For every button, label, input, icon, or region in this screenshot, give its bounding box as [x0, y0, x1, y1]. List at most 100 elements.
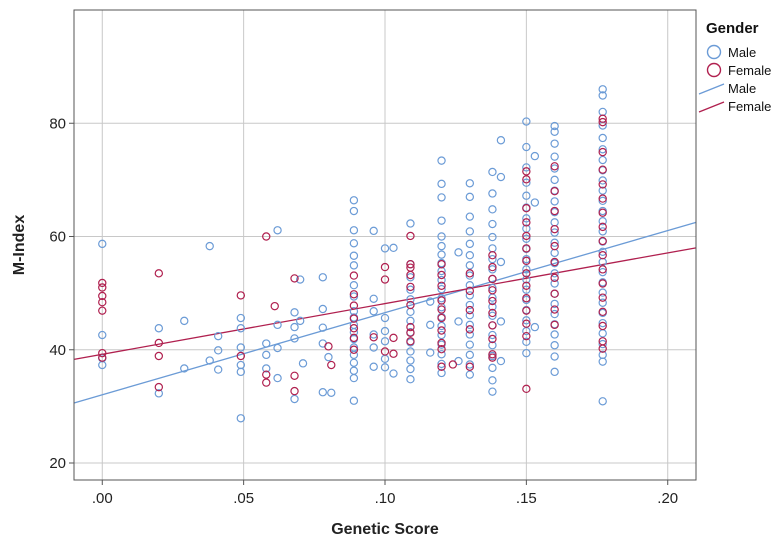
point-male	[290, 334, 299, 343]
point-male	[488, 265, 497, 274]
point-male	[369, 226, 378, 236]
point-female	[522, 269, 531, 278]
point-male	[598, 217, 607, 226]
point-female	[154, 382, 164, 392]
point-male	[236, 367, 246, 377]
point-female	[598, 194, 607, 203]
point-male	[437, 330, 446, 340]
point-male	[465, 261, 475, 270]
point-male	[437, 368, 446, 378]
point-female	[522, 244, 531, 253]
point-female	[448, 360, 458, 369]
point-female	[522, 331, 531, 341]
point-male	[324, 352, 333, 362]
point-male	[205, 356, 214, 365]
point-female	[488, 296, 497, 306]
point-female	[550, 273, 559, 283]
point-female	[349, 271, 359, 280]
point-male	[180, 316, 189, 326]
point-female	[550, 224, 559, 234]
point-female	[380, 275, 390, 284]
point-male	[530, 198, 540, 207]
point-male	[236, 414, 246, 423]
point-male	[598, 91, 607, 100]
x-tick-label: .20	[657, 490, 678, 507]
point-female	[437, 270, 446, 280]
point-female	[406, 300, 415, 310]
point-male	[349, 206, 359, 216]
point-male	[437, 193, 446, 202]
point-female	[522, 231, 531, 241]
point-male	[550, 367, 559, 377]
point-female	[437, 296, 446, 305]
point-male	[598, 145, 607, 154]
point-female	[488, 350, 497, 359]
point-male	[290, 308, 299, 317]
point-male	[522, 275, 531, 284]
point-male	[406, 273, 415, 282]
point-female	[488, 250, 497, 260]
point-male	[369, 330, 378, 339]
point-female	[406, 270, 415, 280]
point-male	[598, 288, 607, 297]
point-female	[290, 386, 299, 396]
point-female	[406, 260, 415, 269]
point-male	[488, 302, 497, 311]
point-male	[488, 283, 497, 293]
point-female	[522, 256, 531, 266]
point-male	[465, 311, 475, 320]
point-male	[488, 189, 497, 198]
point-male	[550, 309, 559, 319]
point-female	[488, 308, 497, 318]
point-female	[488, 274, 497, 284]
point-female	[262, 370, 271, 379]
point-male	[522, 214, 531, 223]
point-female	[154, 269, 164, 278]
point-male	[262, 350, 271, 360]
point-female	[437, 362, 446, 371]
x-axis-ticks: .00 .05 .10 .15 .20	[92, 480, 678, 507]
point-male	[454, 317, 463, 326]
point-male	[295, 275, 305, 284]
point-male	[598, 176, 607, 185]
point-male	[349, 261, 359, 270]
point-male	[465, 250, 475, 260]
point-male	[290, 394, 299, 404]
point-male	[273, 373, 282, 383]
point-male	[389, 369, 398, 378]
point-male	[369, 362, 378, 371]
fit-line-female	[73, 247, 697, 361]
point-male	[465, 320, 475, 330]
legend-label-female-points: Female	[728, 63, 771, 78]
point-male	[369, 343, 378, 352]
point-female	[262, 378, 271, 387]
point-male	[426, 348, 435, 357]
point-female	[598, 293, 607, 302]
point-female	[270, 301, 279, 311]
point-male	[598, 339, 607, 349]
point-female	[380, 347, 390, 356]
point-male	[488, 311, 497, 320]
point-male	[318, 304, 327, 314]
x-tick-label: .10	[375, 490, 396, 507]
point-female	[550, 289, 559, 298]
point-male	[496, 356, 506, 366]
point-female	[98, 278, 107, 288]
point-male	[522, 142, 531, 152]
point-male	[598, 155, 607, 165]
point-female	[598, 321, 607, 331]
point-female	[522, 218, 531, 227]
point-male	[380, 244, 390, 253]
legend-marker-male	[706, 44, 722, 60]
point-female	[598, 222, 607, 232]
point-female	[98, 348, 107, 358]
point-male	[295, 316, 305, 326]
point-female	[598, 114, 607, 123]
point-male	[437, 284, 446, 294]
y-tick-label: 80	[49, 115, 66, 132]
point-male	[496, 317, 506, 326]
point-female	[389, 349, 398, 358]
point-female	[598, 147, 607, 157]
point-male	[465, 227, 475, 236]
point-male	[318, 388, 327, 397]
